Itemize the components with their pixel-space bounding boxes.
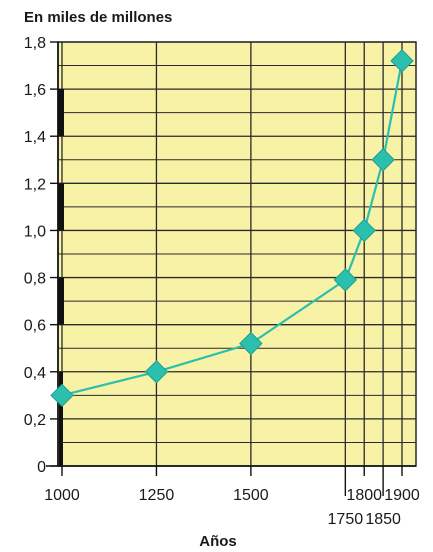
axis-band xyxy=(58,89,64,466)
data-point-marker xyxy=(239,331,263,356)
x-tick-label: 1500 xyxy=(233,487,269,504)
y-tick-label: 1,4 xyxy=(24,129,46,146)
y-tick-label: 0,4 xyxy=(24,365,46,382)
y-tick-label: 0,8 xyxy=(24,271,46,288)
data-point-marker xyxy=(144,360,169,384)
x-tick-label: 1000 xyxy=(44,487,80,504)
x-tick-label: 1900 xyxy=(384,487,420,504)
data-point-marker xyxy=(333,268,358,292)
data-markers xyxy=(50,49,414,408)
y-tick-label: 1,0 xyxy=(24,223,46,240)
axis-band-segment xyxy=(58,183,64,231)
y-tick-labels: 0 0,2 0,4 0,6 0,8 1,0 1,2 1,4 1,6 1,8 xyxy=(24,35,46,476)
y-tick-label: 0 xyxy=(37,459,46,476)
x-tick-label: 1800 xyxy=(346,487,382,504)
axis-band-segment xyxy=(58,277,64,325)
y-tick-label: 1,8 xyxy=(24,35,46,52)
y-tick-label: 0,2 xyxy=(24,412,46,429)
data-point-marker xyxy=(352,218,376,243)
x-tick-labels: 1000 1250 1500 1750 1800 1850 1900 xyxy=(44,487,420,528)
y-tick-label: 1,2 xyxy=(24,176,46,193)
y-tick-label: 0,6 xyxy=(24,318,46,335)
data-point-marker xyxy=(371,148,395,172)
x-tick-label: 1850 xyxy=(365,511,401,528)
y-tick-label: 1,6 xyxy=(24,82,46,99)
data-point-marker xyxy=(50,383,74,408)
y-axis-label: En miles de millones xyxy=(24,9,172,26)
axis-band-segment xyxy=(58,89,64,137)
x-tick-label: 1750 xyxy=(328,511,364,528)
axis-band-segment xyxy=(59,371,63,466)
x-tick-label: 1250 xyxy=(139,487,175,504)
data-point-marker xyxy=(390,49,414,73)
x-axis-label: Años xyxy=(199,533,237,550)
